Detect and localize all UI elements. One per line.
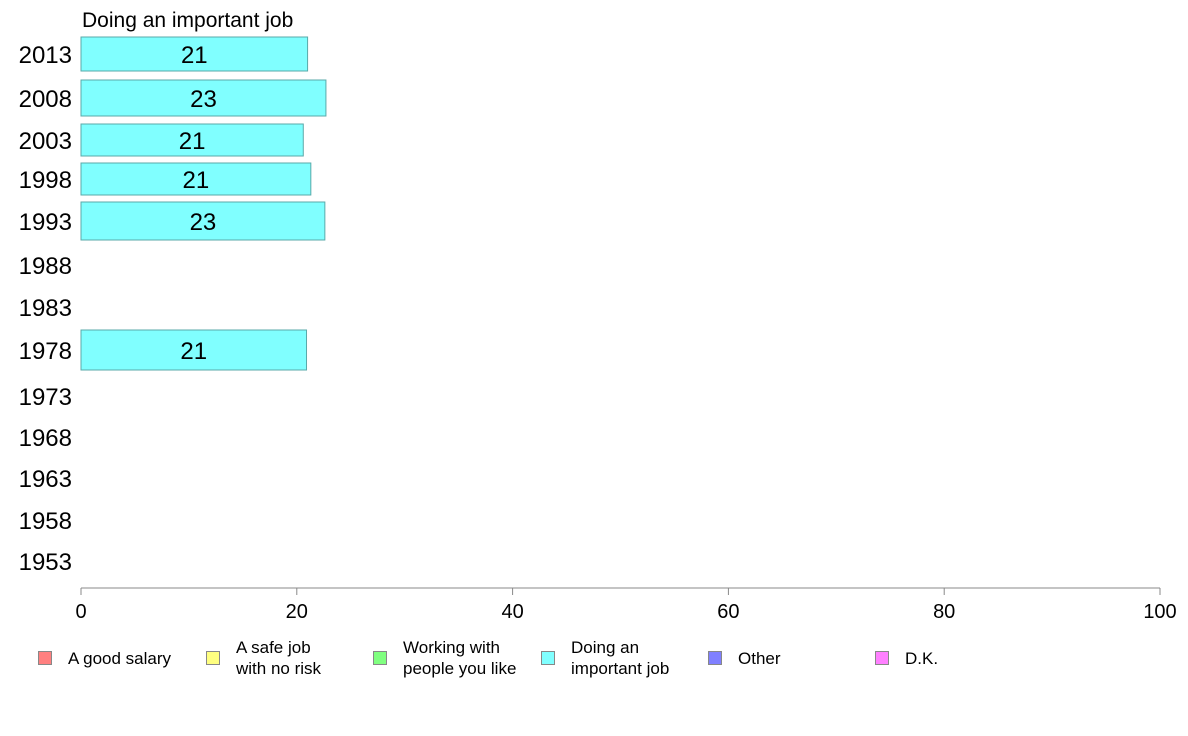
legend: A good salary A safe job with no risk Wo… xyxy=(38,638,1158,698)
legend-label: A safe job with no risk xyxy=(236,638,322,678)
x-tick-label: 60 xyxy=(717,601,739,623)
y-tick-label: 1963 xyxy=(19,466,72,493)
y-tick-label: 1973 xyxy=(19,384,72,411)
legend-swatch xyxy=(373,651,387,665)
legend-swatch xyxy=(541,651,555,665)
legend-label: Doing an important job xyxy=(571,638,670,678)
x-tick-label: 100 xyxy=(1143,601,1176,623)
x-tick-label: 80 xyxy=(933,601,955,623)
bar-value-label: 21 xyxy=(179,128,206,155)
bar-value-label: 23 xyxy=(190,86,217,113)
legend-label: D.K. xyxy=(905,648,939,668)
x-tick-label: 20 xyxy=(286,601,308,623)
bar xyxy=(80,162,312,196)
legend-label: A good salary xyxy=(68,648,172,668)
y-axis-labels: 2013 2008 2003 1998 1993 1988 1983 1978 1973 1968… xyxy=(19,42,72,576)
bar xyxy=(80,201,326,241)
bar-value-label: 21 xyxy=(180,338,207,365)
legend-item-good-salary: A good salary xyxy=(38,638,171,678)
x-tick-label: 40 xyxy=(501,601,523,623)
legend-swatch xyxy=(875,651,889,665)
y-tick-label: 1953 xyxy=(19,549,72,576)
legend-label: Other xyxy=(738,648,781,668)
y-tick-label: 1958 xyxy=(19,508,72,535)
bar xyxy=(80,36,309,72)
y-tick-label: 1998 xyxy=(19,167,72,194)
chart-title: Doing an important job xyxy=(82,9,293,32)
legend-item-safe-job: A safe job with no risk xyxy=(206,638,321,678)
legend-item-dk: D.K. xyxy=(875,638,938,678)
bar xyxy=(80,329,308,371)
legend-swatch xyxy=(206,651,220,665)
legend-item-other: Other xyxy=(708,638,781,678)
y-tick-label: 1988 xyxy=(19,253,72,280)
bar-value-label: 23 xyxy=(190,209,217,236)
y-tick-label: 2008 xyxy=(19,86,72,113)
legend-item-working-with-people: Working with people you like xyxy=(373,638,516,678)
x-tick-label: 0 xyxy=(75,601,86,623)
bar-value-label: 21 xyxy=(183,167,210,194)
y-tick-label: 1993 xyxy=(19,209,72,236)
y-tick-label: 1978 xyxy=(19,338,72,365)
legend-swatch xyxy=(38,651,52,665)
x-axis: 0 20 40 60 80 100 xyxy=(75,587,1177,623)
bar xyxy=(80,123,304,157)
legend-label: Working with people you like xyxy=(403,638,517,678)
bar xyxy=(80,79,327,117)
bar-value-label: 21 xyxy=(181,42,208,69)
legend-item-important-job: Doing an important job xyxy=(541,638,669,678)
y-tick-label: 2013 xyxy=(19,42,72,69)
legend-swatch xyxy=(708,651,722,665)
bars-group: 21 23 21 21 23 21 xyxy=(80,36,327,371)
y-tick-label: 1983 xyxy=(19,295,72,322)
y-tick-label: 1968 xyxy=(19,425,72,452)
y-tick-label: 2003 xyxy=(19,128,72,155)
